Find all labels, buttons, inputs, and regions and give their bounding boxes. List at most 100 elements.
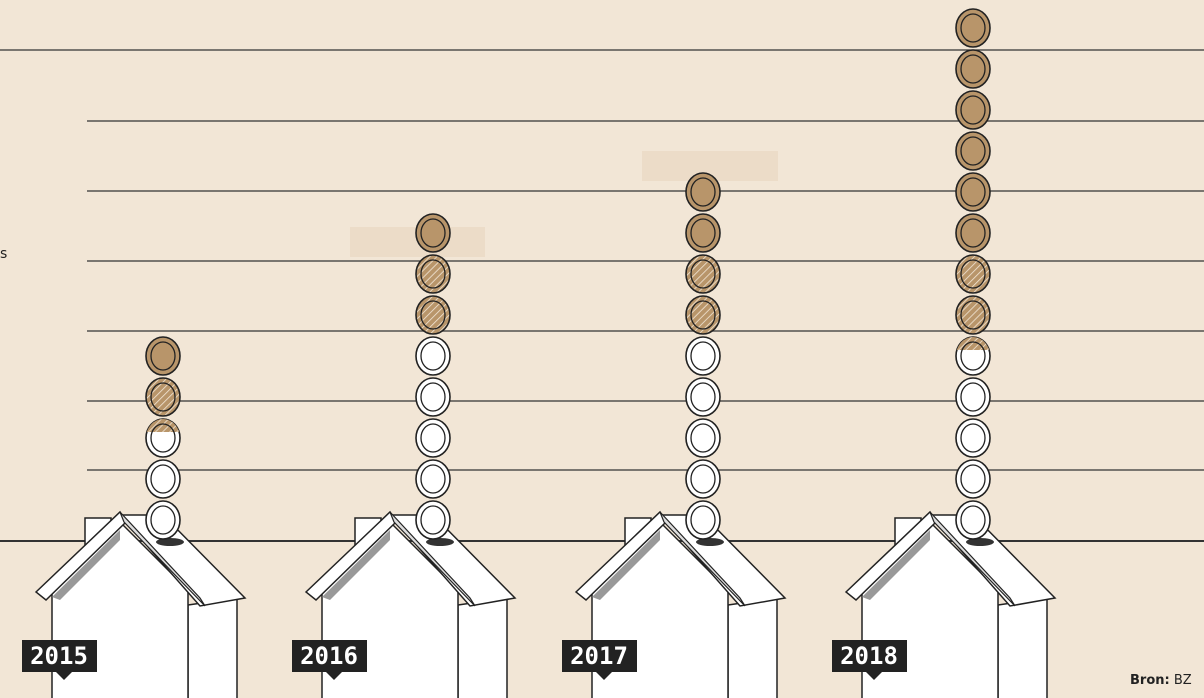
coin-rim (420, 505, 446, 535)
coin-rim (690, 505, 716, 535)
coin (685, 459, 721, 499)
roof-edge (389, 511, 476, 607)
coin-slot (966, 538, 994, 546)
coin (685, 418, 721, 458)
coin-fill (956, 337, 990, 350)
left-label: s (0, 246, 7, 262)
coin (685, 295, 721, 335)
coin (955, 295, 991, 335)
roof-shadow (862, 530, 930, 600)
coin (145, 336, 181, 376)
coin (415, 254, 451, 294)
year-label: 2015 (30, 642, 88, 670)
coin-rim (420, 218, 446, 248)
side-wall (727, 597, 778, 698)
coin-rim (690, 382, 716, 412)
coin-rim (690, 464, 716, 494)
coin (145, 377, 181, 417)
coin (955, 213, 991, 253)
coin-slot (696, 538, 724, 546)
coin-rim (150, 505, 176, 535)
coin-rim (960, 177, 986, 207)
coin (955, 254, 991, 294)
coin (415, 500, 451, 540)
coin-rim (150, 382, 176, 412)
coin-rim (420, 382, 446, 412)
coin (685, 254, 721, 294)
source-name: BZ (1174, 673, 1192, 688)
coin (955, 336, 991, 376)
coin (955, 500, 991, 540)
coin-rim (420, 259, 446, 289)
coin-rim (960, 300, 986, 330)
year-label: 2018 (840, 642, 898, 670)
roof-edge (659, 511, 746, 607)
coin (685, 377, 721, 417)
coin (415, 459, 451, 499)
coin (955, 377, 991, 417)
coin-rim (960, 341, 986, 371)
coin (415, 213, 451, 253)
year-tag (832, 640, 907, 680)
roof-shadow (322, 530, 390, 600)
coin (955, 90, 991, 130)
roof-shadow (592, 530, 660, 600)
coin-rim (960, 464, 986, 494)
side-wall (187, 597, 238, 698)
coin-rim (960, 218, 986, 248)
coin-rim (690, 341, 716, 371)
roof-shadow (52, 530, 120, 600)
year-label: 2016 (300, 642, 358, 670)
coin-rim (420, 341, 446, 371)
coin-rim (960, 382, 986, 412)
roof-edge (119, 511, 206, 607)
coin-rim (960, 259, 986, 289)
coin-rim (150, 464, 176, 494)
column: 2017 (562, 172, 787, 698)
columns: 2015 2016 2017 2018 (22, 8, 1057, 698)
coin-rim (420, 300, 446, 330)
coin-rim (690, 300, 716, 330)
coin (145, 418, 181, 458)
coin-rim (960, 136, 986, 166)
coin-rim (690, 177, 716, 207)
coin (415, 295, 451, 335)
coin-rim (960, 13, 986, 43)
coin-rim (960, 95, 986, 125)
coin-rim (960, 54, 986, 84)
coin-rim (420, 423, 446, 453)
coin (415, 377, 451, 417)
guides (0, 49, 1204, 542)
coin-rim (690, 423, 716, 453)
coin (955, 172, 991, 212)
coin-rim (690, 259, 716, 289)
column: 2016 (292, 213, 517, 698)
coin (955, 459, 991, 499)
side-wall (997, 597, 1048, 698)
coin (955, 131, 991, 171)
coin (145, 500, 181, 540)
coin (955, 8, 991, 48)
year-tag (562, 640, 637, 680)
source-label: Bron: (1130, 673, 1170, 688)
coin (685, 172, 721, 212)
coin-rim (150, 423, 176, 453)
coin (415, 336, 451, 376)
roof-edge (929, 511, 1016, 607)
coin-rim (690, 218, 716, 248)
coin (685, 336, 721, 376)
coin-slot (426, 538, 454, 546)
column: 2015 (22, 336, 247, 698)
year-tag (292, 640, 367, 680)
coin-slot (156, 538, 184, 546)
coin-rim (420, 464, 446, 494)
coin-rim (150, 341, 176, 371)
source: Bron: BZ (1130, 673, 1192, 688)
coin (955, 418, 991, 458)
side-wall (457, 597, 508, 698)
coin (955, 49, 991, 89)
coin (685, 500, 721, 540)
coin (145, 459, 181, 499)
column: 2018 (832, 8, 1057, 698)
